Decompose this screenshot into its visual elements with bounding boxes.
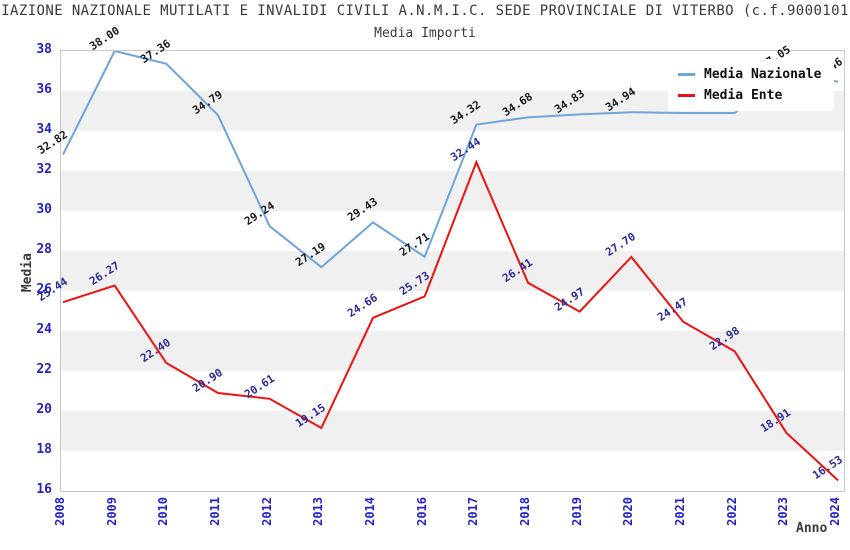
y-tick: 24	[36, 322, 52, 337]
x-tick: 2011	[208, 497, 222, 526]
x-tick: 2019	[569, 497, 584, 526]
x-tick: 2024	[828, 497, 843, 526]
series-lines	[62, 51, 839, 482]
x-tick: 2013	[311, 497, 326, 526]
legend-item-media-nazionale: Media Nazionale	[678, 64, 834, 85]
x-tick: 2014	[363, 497, 378, 526]
y-tick: 26	[36, 282, 52, 297]
x-tick: 2010	[156, 497, 171, 526]
y-tick: 22	[36, 362, 52, 377]
y-tick: 20	[36, 402, 52, 417]
media-ente-line	[62, 159, 839, 482]
x-tick: 2021	[673, 497, 688, 526]
x-tick: 2016	[414, 497, 429, 526]
legend: Media Nazionale Media Ente	[668, 59, 834, 111]
y-tick: 34	[36, 122, 52, 137]
chart-subtitle: Media Importi	[374, 26, 476, 41]
y-tick: 38	[36, 42, 52, 57]
y-tick: 18	[36, 442, 52, 457]
y-tick: 30	[36, 202, 52, 217]
x-tick: 2009	[104, 497, 119, 526]
legend-item-media-ente: Media Ente	[678, 85, 834, 106]
x-tick: 2023	[776, 497, 791, 526]
y-tick: 36	[36, 82, 52, 97]
legend-label: Media Nazionale	[704, 67, 822, 82]
x-tick: 2018	[518, 497, 533, 526]
media-nazionale-line	[62, 51, 839, 269]
x-tick: 2012	[259, 497, 274, 526]
y-tick: 32	[36, 162, 52, 177]
chart-title: IAZIONE NAZIONALE MUTILATI E INVALIDI CI…	[1, 3, 849, 19]
legend-label: Media Ente	[704, 88, 783, 103]
plot-area	[60, 50, 845, 492]
x-tick: 2022	[724, 497, 739, 526]
media-ente-swatch-icon	[678, 94, 695, 97]
x-axis-label: Anno	[796, 521, 828, 536]
x-tick: 2008	[53, 497, 67, 526]
y-tick: 28	[36, 242, 52, 257]
media-nazionale-swatch-icon	[678, 73, 695, 76]
x-tick: 2017	[466, 497, 481, 526]
x-tick: 2020	[621, 497, 636, 526]
y-tick: 16	[36, 482, 52, 497]
